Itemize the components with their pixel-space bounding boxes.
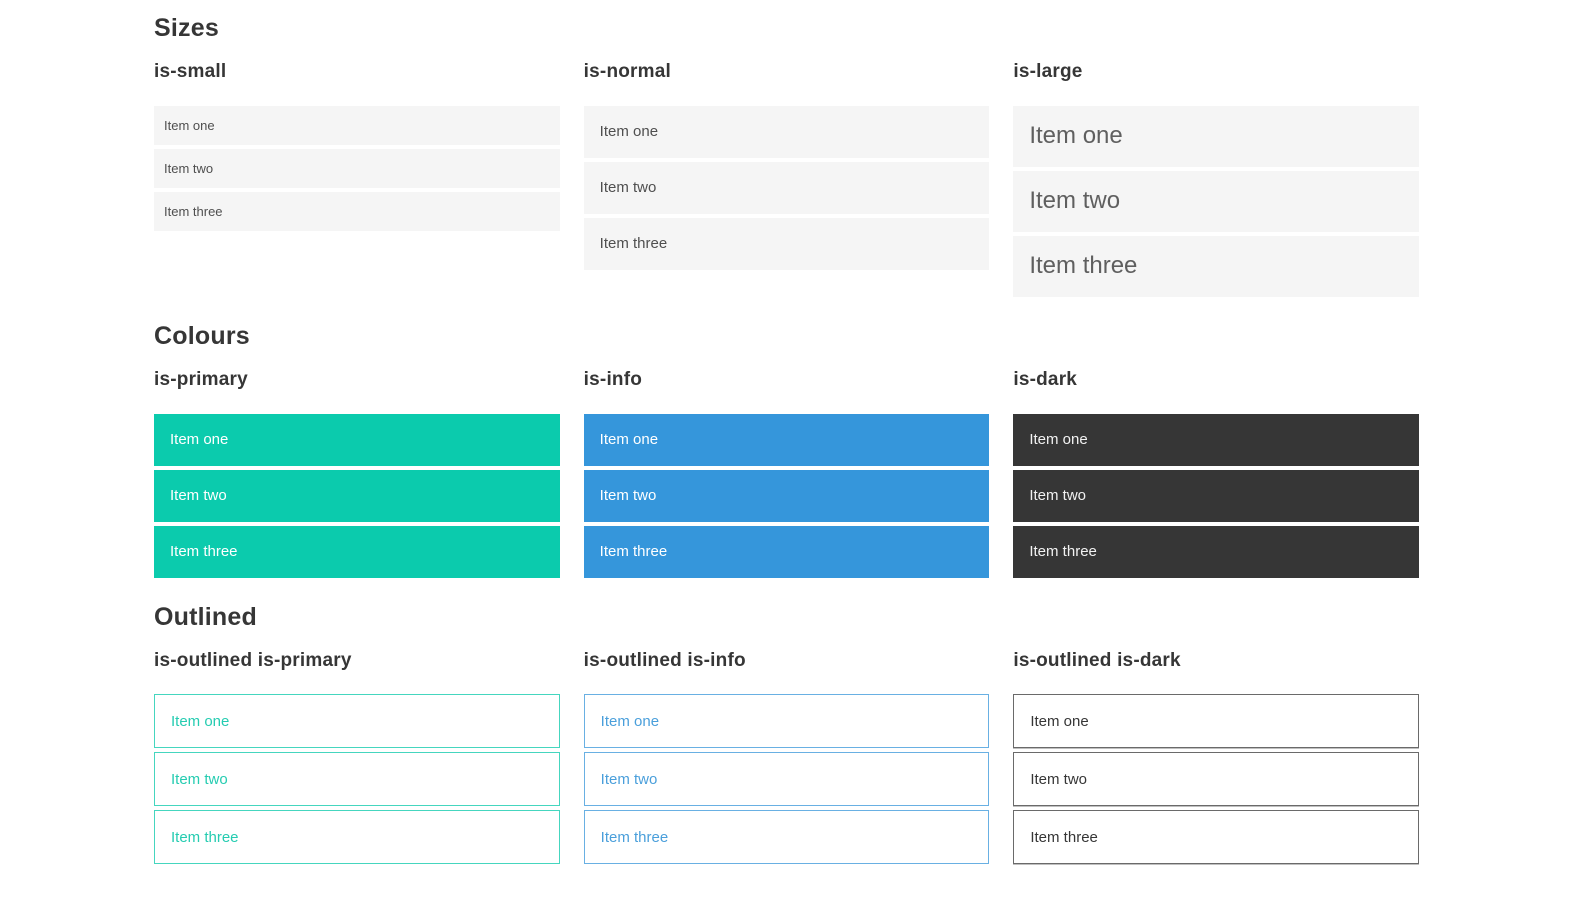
sizes-columns: is-small Item one Item two Item three is… [154, 61, 1420, 297]
column-heading: is-large [1013, 61, 1083, 82]
list-item[interactable]: Item three [154, 810, 560, 865]
list-item[interactable]: Item one [154, 694, 560, 749]
item-list-outlined-info: Item one Item two Item three [583, 694, 990, 865]
column-heading: is-outlined is-dark [1013, 649, 1181, 671]
column-heading: is-outlined is-primary [154, 649, 352, 671]
section-outlined: Outlined is-outlined is-primary Item one… [154, 602, 1420, 865]
list-item[interactable]: Item three [583, 217, 990, 270]
item-list-large: Item one Item two Item three [1013, 105, 1420, 297]
column-is-normal: is-normal Item one Item two Item three [583, 61, 990, 270]
list-item[interactable]: Item two [1013, 170, 1420, 232]
outlined-columns: is-outlined is-primary Item one Item two… [154, 649, 1420, 865]
item-list-dark: Item one Item two Item three [1013, 413, 1420, 578]
column-heading: is-outlined is-info [583, 649, 746, 671]
column-outlined-primary: is-outlined is-primary Item one Item two… [154, 650, 560, 865]
list-item[interactable]: Item two [154, 469, 560, 522]
list-item[interactable]: Item one [583, 413, 990, 466]
item-list-outlined-primary: Item one Item two Item three [154, 694, 560, 865]
list-item[interactable]: Item three [583, 810, 990, 865]
column-is-info: is-info Item one Item two Item three [583, 368, 990, 578]
list-item[interactable]: Item three [583, 525, 990, 578]
section-colours: Colours is-primary Item one Item two Ite… [154, 321, 1420, 578]
column-is-primary: is-primary Item one Item two Item three [154, 369, 560, 578]
list-item[interactable]: Item three [1013, 810, 1420, 865]
list-item[interactable]: Item one [583, 694, 990, 749]
list-item[interactable]: Item one [1013, 105, 1420, 167]
section-title: Outlined [154, 602, 257, 631]
column-is-dark: is-dark Item one Item two Item three [1013, 368, 1420, 578]
column-heading: is-dark [1013, 368, 1078, 390]
list-item[interactable]: Item one [1013, 413, 1420, 466]
list-item[interactable]: Item two [1013, 469, 1420, 522]
list-item[interactable]: Item three [1013, 525, 1420, 578]
list-item[interactable]: Item two [583, 161, 990, 214]
column-outlined-dark: is-outlined is-dark Item one Item two It… [1013, 649, 1420, 865]
column-is-large: is-large Item one Item two Item three [1013, 61, 1420, 297]
item-list-outlined-dark: Item one Item two Item three [1013, 694, 1420, 865]
list-item[interactable]: Item three [154, 525, 560, 578]
column-heading: is-info [583, 368, 643, 390]
column-heading: is-normal [583, 61, 671, 82]
item-list-small: Item one Item two Item three [154, 105, 560, 231]
item-list-normal: Item one Item two Item three [583, 105, 990, 270]
list-item[interactable]: Item two [154, 148, 560, 188]
list-item[interactable]: Item one [154, 105, 560, 145]
colours-columns: is-primary Item one Item two Item three … [154, 368, 1420, 578]
item-list-info: Item one Item two Item three [583, 413, 990, 578]
section-sizes: Sizes is-small Item one Item two Item th… [154, 13, 1420, 297]
list-item[interactable]: Item three [1013, 235, 1420, 297]
item-list-primary: Item one Item two Item three [154, 413, 560, 578]
column-heading: is-primary [154, 368, 248, 390]
column-heading: is-small [154, 61, 227, 82]
list-item[interactable]: Item one [583, 105, 990, 158]
list-item[interactable]: Item two [583, 469, 990, 522]
list-item[interactable]: Item one [154, 413, 560, 466]
list-item[interactable]: Item two [583, 752, 990, 807]
list-item[interactable]: Item one [1013, 694, 1420, 749]
section-title: Colours [154, 321, 250, 350]
list-item[interactable]: Item two [154, 752, 560, 807]
list-item[interactable]: Item two [1013, 752, 1420, 807]
column-is-small: is-small Item one Item two Item three [154, 61, 560, 231]
list-item[interactable]: Item three [154, 191, 560, 231]
section-title: Sizes [154, 14, 219, 42]
column-outlined-info: is-outlined is-info Item one Item two It… [583, 649, 990, 865]
